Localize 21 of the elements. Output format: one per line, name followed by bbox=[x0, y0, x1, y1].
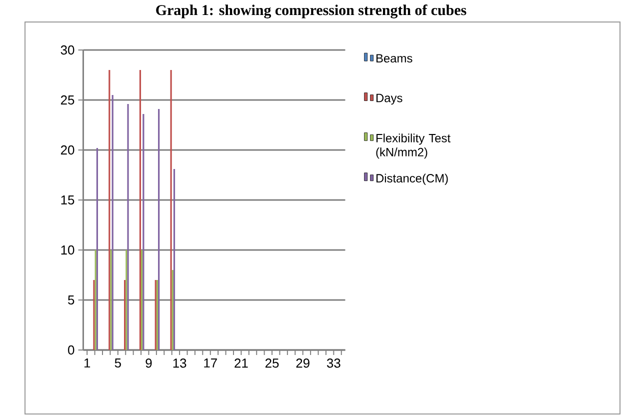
x-tick-label: 5 bbox=[114, 358, 121, 368]
x-tick-label: 25 bbox=[265, 358, 279, 368]
x-tick-label: 33 bbox=[326, 358, 340, 368]
legend-label: Beams bbox=[376, 54, 412, 63]
y-tick-label: 5 bbox=[68, 295, 74, 305]
y-tick-label: 0 bbox=[68, 345, 74, 355]
y-tick-label: 10 bbox=[61, 245, 74, 255]
y-tick-label: 30 bbox=[60, 45, 74, 55]
x-tick-label: 9 bbox=[146, 358, 152, 368]
x-tick-label: 21 bbox=[234, 358, 248, 368]
chart-title: Graph 1: showing compression strength of cubes bbox=[156, 4, 466, 18]
y-tick-label: 20 bbox=[60, 145, 74, 155]
x-tick-label: 1 bbox=[84, 358, 90, 368]
x-tick-label: 17 bbox=[204, 358, 217, 368]
x-tick-label: 29 bbox=[296, 358, 310, 368]
x-tick-label: 13 bbox=[173, 358, 186, 368]
legend-label: Flexibility Test (kN/mm2) bbox=[376, 134, 450, 159]
legend-label: Days bbox=[376, 94, 402, 105]
legend-label: Distance(CM) bbox=[376, 174, 448, 185]
y-tick-label: 25 bbox=[60, 95, 74, 105]
y-tick-label: 15 bbox=[61, 195, 74, 205]
